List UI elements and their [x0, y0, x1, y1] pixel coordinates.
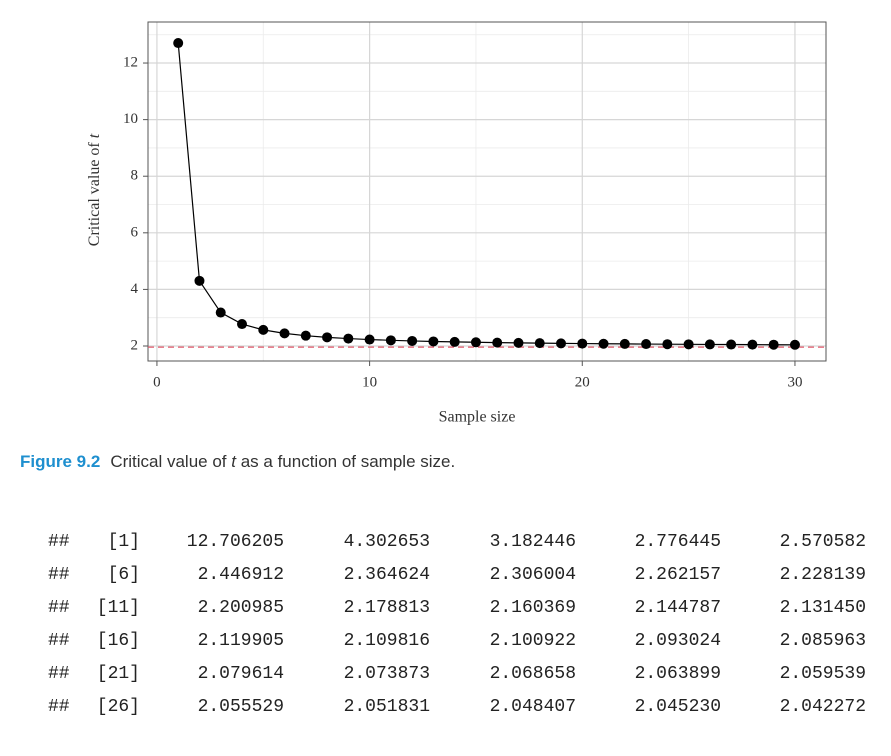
console-value: 2.570582: [780, 532, 866, 552]
console-value: 2.776445: [635, 532, 721, 552]
point: [662, 339, 673, 350]
console-value: 3.182446: [490, 532, 576, 552]
point: [215, 307, 226, 318]
console-prefix: ##: [48, 598, 70, 618]
console-index: [16]: [97, 631, 140, 651]
point: [343, 333, 354, 344]
point: [258, 324, 269, 335]
x-tick-label: 0: [153, 374, 161, 390]
y-tick-label: 8: [131, 168, 139, 184]
console-prefix: ##: [48, 532, 70, 552]
console-value: 2.160369: [490, 598, 576, 618]
panel-border: [147, 21, 827, 362]
console-index: [1]: [108, 532, 140, 552]
console-value: 2.079614: [198, 664, 284, 684]
point: [322, 332, 333, 343]
y-tick-label: 2: [131, 337, 139, 353]
point: [577, 338, 588, 349]
y-axis-title: Critical value of t: [86, 133, 103, 246]
point: [683, 339, 694, 350]
console-prefix: ##: [48, 631, 70, 651]
point: [619, 338, 630, 349]
console-value: 2.093024: [635, 631, 721, 651]
point: [470, 337, 481, 348]
point: [407, 335, 418, 346]
console-value: 2.063899: [635, 664, 721, 684]
caption-part: as a function of sample size.: [236, 452, 455, 471]
console-index: [6]: [108, 565, 140, 585]
point: [428, 336, 439, 347]
console-value: 2.055529: [198, 697, 284, 717]
console-value: 2.051831: [344, 697, 430, 717]
y-tick-label: 12: [123, 54, 138, 70]
point: [598, 338, 609, 349]
x-tick-label: 10: [362, 374, 377, 390]
point: [300, 330, 311, 341]
y-tick-label: 6: [131, 224, 139, 240]
console-value: 2.306004: [490, 565, 576, 585]
point: [513, 337, 524, 348]
console-value: 2.178813: [344, 598, 430, 618]
console-value: 2.262157: [635, 565, 721, 585]
point: [641, 339, 652, 350]
point: [492, 337, 503, 348]
console-value: 2.131450: [780, 598, 866, 618]
console-index: [21]: [97, 664, 140, 684]
console-value: 2.085963: [780, 631, 866, 651]
caption-label: Figure 9.2: [20, 452, 100, 471]
point: [385, 335, 396, 346]
point: [279, 328, 290, 339]
console-value: 2.059539: [780, 664, 866, 684]
point: [726, 339, 737, 350]
console-value: 2.048407: [490, 697, 576, 717]
console-value: 2.119905: [198, 631, 284, 651]
console-value: 2.100922: [490, 631, 576, 651]
point: [534, 338, 545, 349]
x-tick-label: 30: [787, 374, 802, 390]
console-value: 12.706205: [187, 532, 284, 552]
point: [194, 275, 205, 286]
console-prefix: ##: [48, 697, 70, 717]
console-index: [26]: [97, 697, 140, 717]
console-value: 2.364624: [344, 565, 430, 585]
point: [556, 338, 567, 349]
console-value: 2.144787: [635, 598, 721, 618]
console-value: 2.228139: [780, 565, 866, 585]
console-value: 2.200985: [198, 598, 284, 618]
point: [237, 319, 248, 330]
point: [704, 339, 715, 350]
caption: Figure 9.2 Critical value of t as a funct…: [20, 452, 455, 471]
console-value: 2.109816: [344, 631, 430, 651]
console-value: 2.068658: [490, 664, 576, 684]
console-value: 2.042272: [780, 697, 866, 717]
caption-part: t: [231, 452, 237, 471]
console-prefix: ##: [48, 565, 70, 585]
line: [177, 42, 795, 346]
y-tick-label: 10: [123, 111, 138, 127]
console-value: 2.446912: [198, 565, 284, 585]
point: [364, 334, 375, 345]
x-axis-title: Sample size: [439, 409, 516, 426]
console-prefix: ##: [48, 664, 70, 684]
point: [449, 336, 460, 347]
y-title-part: Critical value of: [86, 138, 103, 246]
point: [768, 339, 779, 350]
y-tick-label: 4: [131, 281, 139, 297]
point: [173, 38, 184, 49]
x-tick-label: 20: [575, 374, 590, 390]
console-index: [11]: [97, 598, 140, 618]
point: [789, 339, 800, 350]
console-value: 2.073873: [344, 664, 430, 684]
y-title-part: t: [86, 133, 103, 138]
point: [747, 339, 758, 350]
console-value: 2.045230: [635, 697, 721, 717]
caption-part: Critical value of: [110, 452, 231, 471]
console-value: 4.302653: [344, 532, 430, 552]
